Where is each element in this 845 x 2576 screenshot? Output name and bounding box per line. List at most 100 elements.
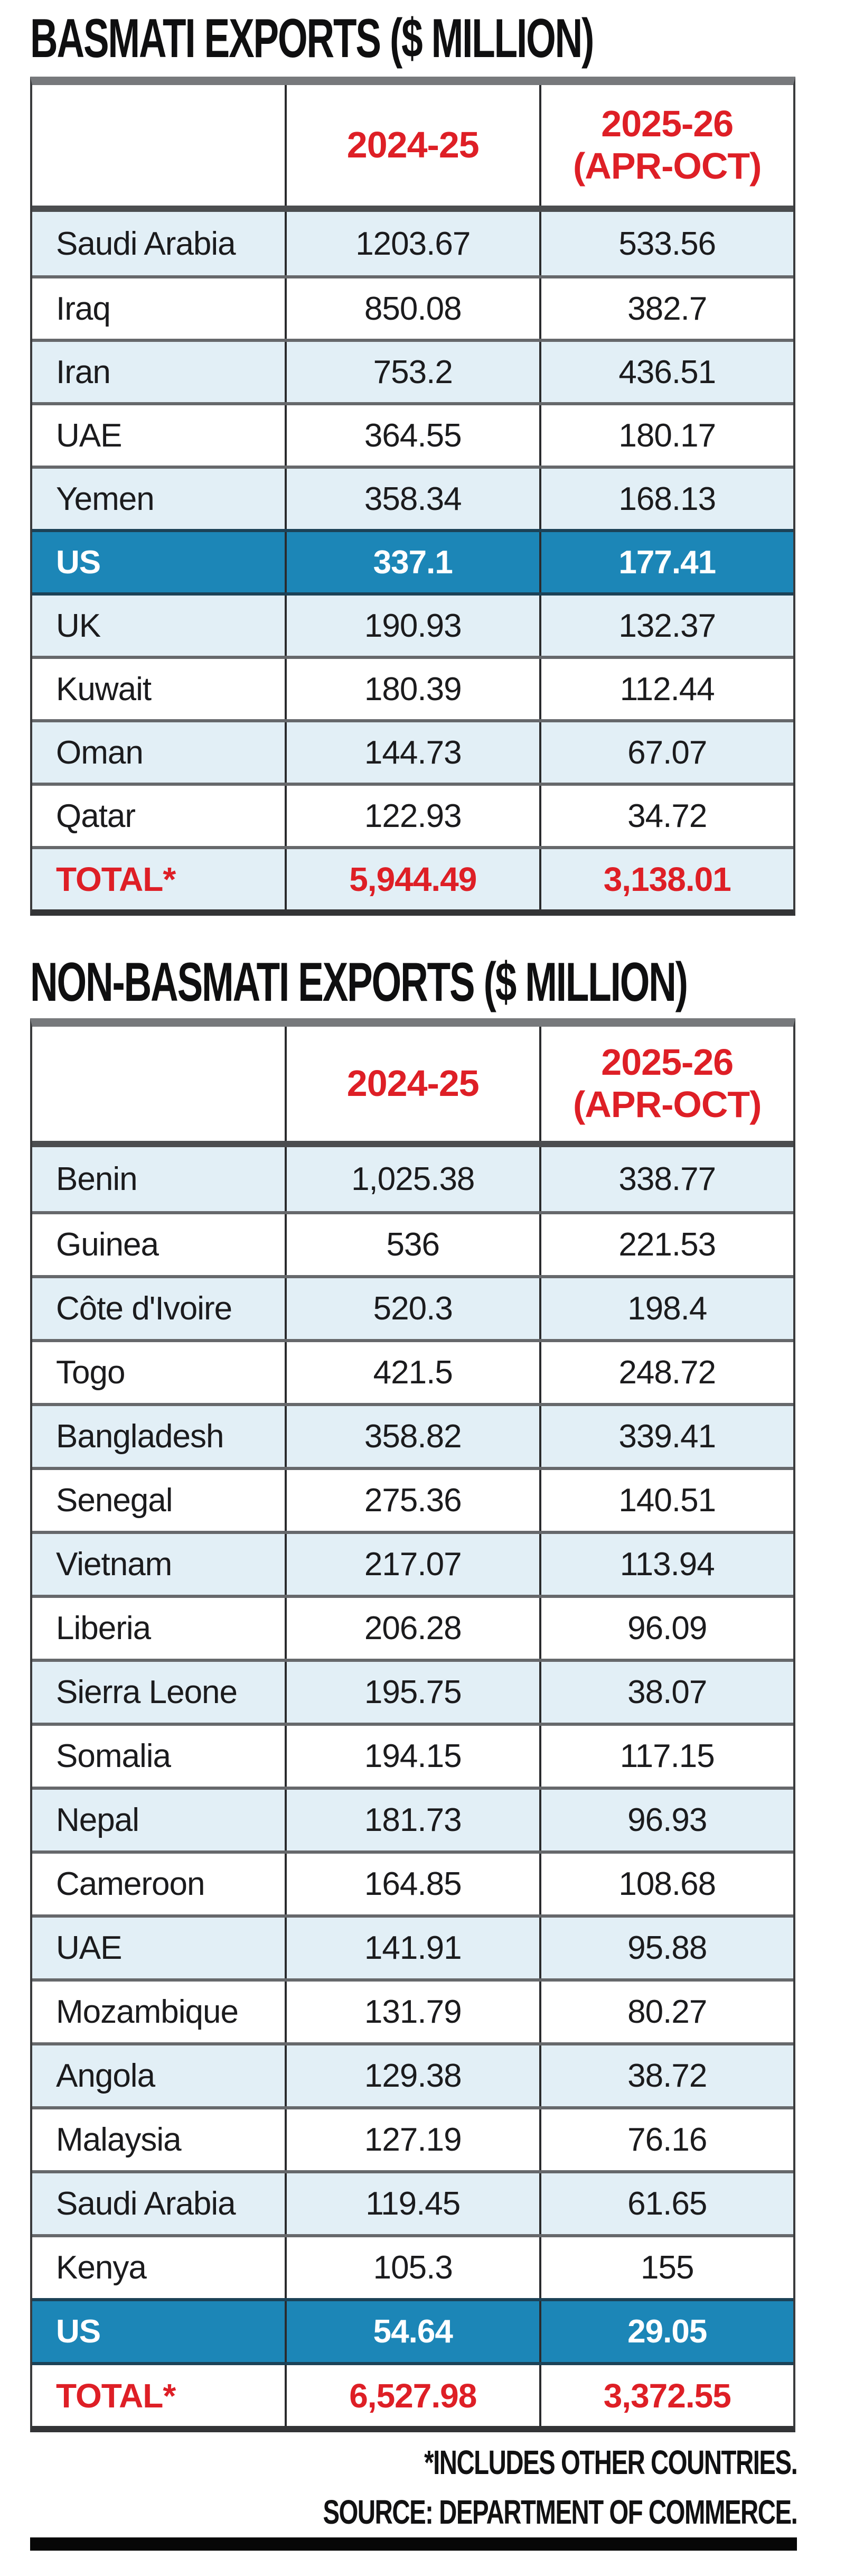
value-2024-25: 5,944.49 (349, 860, 477, 898)
header-2024-25: 2024-25 (285, 1027, 539, 1141)
header-2025-26: 2025-26 (APR-OCT) (539, 1027, 794, 1141)
value-2024-25-cell: 358.34 (285, 469, 539, 529)
value-2025-26-cell: 436.51 (539, 342, 794, 402)
table-row: Togo 421.5 248.72 (32, 1339, 793, 1403)
country-cell: Senegal (32, 1470, 285, 1531)
value-2025-26: 155 (641, 2249, 694, 2286)
country-cell: Mozambique (32, 1982, 285, 2042)
value-2025-26-cell: 96.93 (539, 1790, 794, 1850)
value-2025-26: 198.4 (627, 1290, 707, 1327)
country-label: Oman (56, 734, 144, 771)
value-2025-26: 177.41 (618, 544, 716, 581)
value-2025-26-cell: 177.41 (539, 532, 794, 592)
country-label: Nepal (56, 1802, 139, 1838)
value-2024-25: 131.79 (364, 1994, 462, 2030)
header-2025-26: 2025-26 (APR-OCT) (539, 85, 794, 206)
country-cell: Somalia (32, 1726, 285, 1787)
value-2024-25-cell: 5,944.49 (285, 849, 539, 909)
value-2024-25: 127.19 (364, 2122, 462, 2158)
value-2025-26: 533.56 (618, 225, 716, 262)
country-label: Vietnam (56, 1546, 172, 1583)
country-label: Togo (56, 1354, 125, 1391)
value-2024-25-cell: 206.28 (285, 1598, 539, 1659)
value-2025-26-cell: 112.44 (539, 659, 794, 719)
value-2025-26-cell: 221.53 (539, 1214, 794, 1275)
country-cell: Vietnam (32, 1534, 285, 1595)
value-2024-25-cell: 119.45 (285, 2173, 539, 2234)
value-2024-25-cell: 364.55 (285, 405, 539, 466)
country-label: Somalia (56, 1738, 171, 1774)
value-2024-25: 337.1 (373, 544, 453, 581)
value-2024-25: 144.73 (364, 734, 462, 771)
value-2025-26: 80.27 (627, 1994, 707, 2030)
header-spacer-cell (32, 85, 285, 206)
non-basmati-table-header: 2024-25 2025-26 (APR-OCT) (32, 1027, 793, 1147)
value-2025-26-cell: 140.51 (539, 1470, 794, 1531)
value-2025-26-cell: 38.72 (539, 2045, 794, 2106)
table-row: Qatar 122.93 34.72 (32, 783, 793, 846)
value-2025-26-cell: 3,372.55 (539, 2365, 794, 2426)
value-2024-25-cell: 753.2 (285, 342, 539, 402)
basmati-table-header: 2024-25 2025-26 (APR-OCT) (32, 85, 793, 212)
table-row: Cameroon 164.85 108.68 (32, 1850, 793, 1914)
country-cell: Benin (32, 1147, 285, 1211)
country-cell: Guinea (32, 1214, 285, 1275)
country-cell: Oman (32, 722, 285, 783)
value-2024-25: 180.39 (364, 671, 462, 708)
value-2024-25-cell: 421.5 (285, 1342, 539, 1403)
value-2025-26-cell: 95.88 (539, 1918, 794, 1978)
table-row: Liberia 206.28 96.09 (32, 1595, 793, 1659)
country-label: Sierra Leone (56, 1674, 238, 1710)
table-row: Saudi Arabia 1203.67 533.56 (32, 212, 793, 275)
value-2024-25: 364.55 (364, 417, 462, 454)
value-2025-26-cell: 3,138.01 (539, 849, 794, 909)
value-2024-25: 122.93 (364, 797, 462, 834)
value-2025-26: 95.88 (627, 1930, 707, 1966)
value-2024-25-cell: 54.64 (285, 2301, 539, 2362)
non-basmati-title-text: NON-BASMATI EXPORTS ($ MILLION) (30, 952, 688, 1013)
country-cell: US (32, 532, 285, 592)
value-2024-25-cell: 129.38 (285, 2045, 539, 2106)
table-row: UAE 141.91 95.88 (32, 1914, 793, 1978)
table-row: Benin 1,025.38 338.77 (32, 1147, 793, 1211)
value-2025-26-cell: 108.68 (539, 1854, 794, 1914)
basmati-table-body: Saudi Arabia 1203.67 533.56 Iraq 850.08 … (32, 212, 793, 909)
value-2025-26: 117.15 (619, 1738, 715, 1774)
country-cell: Togo (32, 1342, 285, 1403)
table-row: Sierra Leone 195.75 38.07 (32, 1659, 793, 1723)
footnote-source: SOURCE: DEPARTMENT OF COMMERCE. (323, 2493, 797, 2531)
value-2024-25: 850.08 (364, 290, 462, 327)
country-cell: Liberia (32, 1598, 285, 1659)
value-2025-26-cell: 248.72 (539, 1342, 794, 1403)
country-label: US (56, 544, 101, 581)
table-row: Kuwait 180.39 112.44 (32, 656, 793, 719)
value-2024-25: 1,025.38 (351, 1161, 475, 1197)
country-label: TOTAL* (56, 2376, 176, 2415)
country-label: Kenya (56, 2249, 147, 2286)
country-cell: Côte d'Ivoire (32, 1278, 285, 1339)
table-row: Kenya 105.3 155 (32, 2234, 793, 2298)
value-2024-25: 217.07 (364, 1546, 462, 1583)
value-2024-25: 358.82 (364, 1418, 462, 1455)
value-2024-25: 190.93 (364, 607, 462, 644)
bottom-rule-bar (30, 2537, 797, 2551)
value-2025-26-cell: 29.05 (539, 2301, 794, 2362)
table-row: UK 190.93 132.37 (32, 592, 793, 656)
value-2024-25-cell: 194.15 (285, 1726, 539, 1787)
value-2024-25: 129.38 (364, 2058, 462, 2094)
value-2024-25-cell: 217.07 (285, 1534, 539, 1595)
table-row: Vietnam 217.07 113.94 (32, 1531, 793, 1595)
value-2024-25: 520.3 (373, 1290, 453, 1327)
country-label: US (56, 2313, 101, 2350)
non-basmati-title: NON-BASMATI EXPORTS ($ MILLION) (30, 951, 845, 1014)
value-2024-25: 194.15 (364, 1738, 462, 1774)
total-row: TOTAL* 6,527.98 3,372.55 (32, 2362, 793, 2426)
table-row: UAE 364.55 180.17 (32, 402, 793, 466)
value-2024-25-cell: 275.36 (285, 1470, 539, 1531)
value-2025-26-cell: 533.56 (539, 212, 794, 275)
country-cell: Nepal (32, 1790, 285, 1850)
value-2025-26-cell: 382.7 (539, 278, 794, 339)
country-label: Malaysia (56, 2122, 182, 2158)
value-2025-26: 338.77 (618, 1161, 716, 1197)
country-cell: Kenya (32, 2237, 285, 2298)
